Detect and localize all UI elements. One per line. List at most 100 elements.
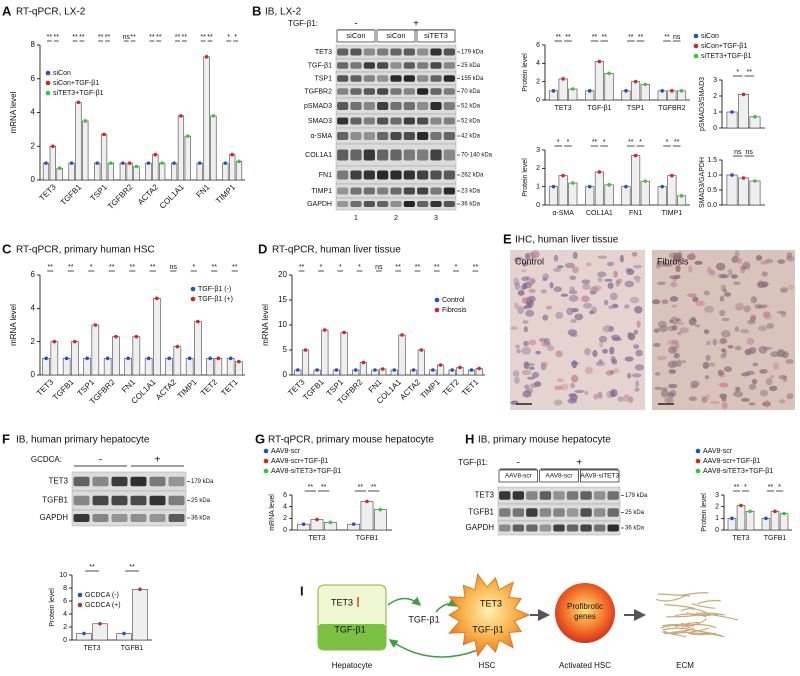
ihc-cell	[595, 361, 605, 367]
fiber	[663, 628, 691, 635]
kda-label: 179 kDa	[461, 50, 484, 56]
band	[430, 48, 442, 56]
sig-label: **	[601, 34, 607, 41]
band	[377, 187, 389, 195]
ihc-cell	[721, 330, 731, 338]
sig-label: **	[48, 264, 54, 271]
blot-strip	[71, 509, 187, 527]
ihc-cell	[670, 281, 677, 288]
band	[430, 102, 442, 110]
ihc-cell	[759, 389, 769, 397]
bar-dot	[208, 356, 212, 361]
ihc-cell	[631, 373, 642, 378]
ihc-cell	[704, 375, 710, 380]
band	[607, 491, 619, 500]
band	[539, 491, 552, 500]
ihc-cell	[517, 306, 524, 315]
band	[553, 491, 565, 500]
ihc-cell	[525, 275, 531, 281]
bar-dot	[295, 368, 300, 372]
band	[363, 201, 375, 207]
ihc-cell	[677, 331, 682, 336]
diagram: TET3 TGF-β1 Hepatocyte TGF-β1 TET3 TGF-β…	[317, 572, 738, 670]
diagram-label: TET3	[331, 597, 353, 607]
bar	[184, 135, 191, 181]
band	[403, 88, 415, 95]
bar-dot	[146, 356, 151, 361]
bar-dot	[607, 183, 611, 187]
ihc-cell	[695, 324, 701, 328]
sig-label: **	[592, 139, 598, 146]
band	[417, 132, 429, 140]
y-tick-label: 4	[31, 303, 36, 312]
band	[553, 524, 565, 532]
arrow	[388, 639, 479, 658]
band	[417, 88, 429, 95]
ihc-cell	[765, 399, 770, 408]
band	[607, 524, 619, 532]
ihc-cell	[668, 369, 677, 374]
y-axis-label: mRNA level	[261, 304, 270, 346]
blot-title: IB, human primary hepatocyte	[16, 435, 150, 446]
ihc-cell	[656, 355, 667, 361]
band	[539, 524, 552, 532]
ihc-cell	[610, 356, 616, 363]
ihc-cell	[623, 394, 630, 402]
ihc-cell	[670, 316, 679, 325]
ihc-cell	[626, 268, 635, 275]
bar	[360, 501, 374, 531]
ihc-cell	[569, 275, 577, 281]
blot-row-label: TGFBR2	[304, 88, 332, 95]
band	[390, 62, 402, 69]
fiber	[655, 594, 688, 602]
bar-dot	[328, 520, 333, 525]
ihc-cell	[654, 386, 662, 390]
band	[350, 201, 362, 207]
lane-number: 3	[434, 215, 438, 222]
ihc-cell	[557, 265, 564, 269]
x-tick-label: ACTA2	[398, 377, 423, 402]
bar-dot	[228, 356, 233, 361]
bar	[203, 56, 210, 181]
x-tick-label: TGFB1	[59, 182, 84, 207]
sig-label: **	[105, 34, 111, 41]
fiber	[695, 612, 725, 616]
band	[130, 495, 147, 506]
ihc-cell	[757, 304, 767, 309]
band	[390, 117, 402, 125]
bar-dot	[216, 356, 221, 361]
sig-label: **	[592, 34, 598, 41]
sig-label: ns	[746, 149, 754, 156]
x-tick-label: FN1	[120, 377, 137, 394]
ihc-cell	[741, 372, 750, 377]
bar-dot	[109, 161, 113, 165]
y-tick-label: 5	[283, 345, 288, 354]
bar-dot	[98, 621, 102, 626]
band	[539, 508, 552, 517]
y-axis-label: SMAD3/GAPDH	[699, 157, 706, 208]
ihc-cell	[653, 342, 661, 348]
band	[443, 102, 455, 110]
band	[337, 75, 349, 82]
band	[92, 476, 109, 487]
band	[337, 201, 349, 207]
sig-label: ns	[375, 264, 383, 271]
treatment-sign: -	[354, 19, 357, 30]
bar	[206, 358, 214, 376]
band	[337, 117, 349, 125]
x-tick-label: COL1A1	[158, 182, 186, 210]
bar-dot	[138, 587, 142, 592]
legend-label: AAV8-siTET3+TGF-β1	[271, 468, 341, 475]
bar-dot	[204, 55, 209, 59]
bar-dot	[315, 517, 319, 522]
bar-dot	[643, 179, 648, 183]
band	[350, 88, 362, 95]
sig-label: **	[473, 264, 479, 271]
ihc-cell	[542, 273, 550, 280]
fiber	[680, 592, 709, 596]
sig-label: **	[232, 264, 238, 271]
band	[417, 48, 429, 56]
band	[593, 524, 606, 532]
ihc-cell	[568, 393, 577, 397]
